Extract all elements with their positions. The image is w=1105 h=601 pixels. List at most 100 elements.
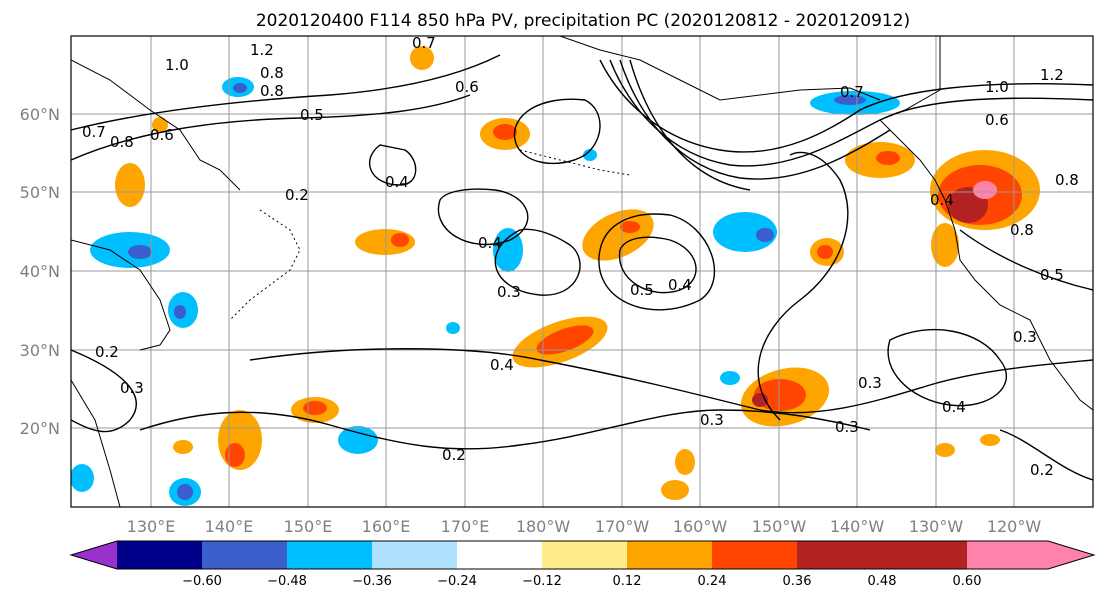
precip-blob-positive <box>391 233 409 247</box>
contour-labels: 1.0 1.2 0.7 0.8 0.5 0.6 0.8 0.7 0.8 0.6 … <box>82 34 1079 479</box>
lon-label: 150°E <box>284 517 333 536</box>
lat-label: 40°N <box>20 262 60 281</box>
contour-label: 0.3 <box>835 418 859 436</box>
colorbar-tick: 0.60 <box>953 574 982 589</box>
precip-blob-positive <box>675 449 695 475</box>
precip-blob-negative <box>713 212 777 252</box>
map-area: 1.0 1.2 0.7 0.8 0.5 0.6 0.8 0.7 0.8 0.6 … <box>71 34 1093 507</box>
contour-label: 0.4 <box>478 234 502 252</box>
precip-blob-positive <box>152 117 168 133</box>
colorbar-segment <box>372 541 457 569</box>
lat-label: 30°N <box>20 341 60 360</box>
colorbar-tick: 0.48 <box>868 574 897 589</box>
precip-blob-negative <box>720 371 740 385</box>
precip-blob-positive <box>973 181 997 199</box>
contour-label: 0.3 <box>120 379 144 397</box>
contour-label: 0.7 <box>412 34 436 52</box>
lon-label: 140°E <box>205 517 254 536</box>
contour-label: 0.7 <box>840 83 864 101</box>
lon-label: 170°E <box>441 517 490 536</box>
contour-label: 0.5 <box>630 281 654 299</box>
precip-blob-positive <box>620 221 640 233</box>
lon-label: 170°W <box>595 517 650 536</box>
contour-label: 0.3 <box>497 283 521 301</box>
contour-label: 0.6 <box>455 78 479 96</box>
contour-label: 0.6 <box>985 111 1009 129</box>
precip-blob-negative <box>446 322 460 334</box>
contour-label: 0.5 <box>300 106 324 124</box>
colorbar-segment <box>882 541 967 569</box>
contour-label: 1.0 <box>165 56 189 74</box>
colorbar-tick: −0.36 <box>352 574 392 589</box>
contour-label: 0.4 <box>385 173 409 191</box>
contour-label: 0.2 <box>1030 461 1054 479</box>
precip-blob-negative <box>174 305 186 319</box>
precip-blob-positive <box>225 443 245 467</box>
colorbar-segment <box>627 541 712 569</box>
colorbar-tick: −0.12 <box>522 574 562 589</box>
contour-label: 0.4 <box>942 398 966 416</box>
colorbar-segment <box>287 541 372 569</box>
longitude-labels: 130°E 140°E 150°E 160°E 170°E 180°W 170°… <box>127 517 1042 536</box>
precip-blob-negative <box>177 484 193 500</box>
lon-label: 160°E <box>362 517 411 536</box>
lon-label: 180°W <box>516 517 571 536</box>
contour-label: 0.2 <box>95 343 119 361</box>
colorbar-extend-right <box>967 541 1094 569</box>
colorbar-segment <box>117 541 202 569</box>
contour-label: 0.3 <box>1013 328 1037 346</box>
contour-label: 0.8 <box>1055 171 1079 189</box>
colorbar-tick: −0.24 <box>437 574 477 589</box>
lat-label: 20°N <box>20 419 60 438</box>
contour-label: 0.8 <box>110 133 134 151</box>
precip-blob-negative <box>128 245 152 259</box>
colorbar-tick: −0.60 <box>182 574 222 589</box>
contour-label: 0.3 <box>700 411 724 429</box>
precip-blob-positive <box>493 124 517 140</box>
lon-label: 120°W <box>987 517 1042 536</box>
lon-label: 160°W <box>673 517 728 536</box>
precip-blob-negative <box>233 83 247 93</box>
contour-label: 0.4 <box>490 356 514 374</box>
contour-label: 1.0 <box>985 78 1009 96</box>
pv-contours <box>71 54 1093 481</box>
precip-blob-positive <box>303 401 327 415</box>
map-frame <box>70 35 1094 508</box>
precip-blob-positive <box>115 163 145 207</box>
colorbar-tick: 0.12 <box>613 574 642 589</box>
precip-blob-negative <box>338 426 378 454</box>
precip-blob-negative <box>583 149 597 161</box>
precip-blob-positive <box>931 223 959 267</box>
lon-label: 140°W <box>830 517 885 536</box>
precip-blob-positive <box>536 325 594 355</box>
contour-label: 1.2 <box>250 41 274 59</box>
colorbar-tick: −0.48 <box>267 574 307 589</box>
colorbar-segment <box>712 541 797 569</box>
colorbar-extend-left <box>71 541 117 569</box>
latitude-labels: 60°N 50°N 40°N 30°N 20°N <box>20 105 60 438</box>
contour-label: 0.4 <box>668 276 692 294</box>
precip-blob-positive <box>410 46 434 70</box>
contour-label: 1.2 <box>1040 66 1064 84</box>
colorbar-segment <box>542 541 627 569</box>
contour-label: 0.8 <box>260 82 284 100</box>
contour-label: 0.5 <box>1040 266 1064 284</box>
contour-label: 0.2 <box>285 186 309 204</box>
figure-title: 2020120400 F114 850 hPa PV, precipitatio… <box>256 11 910 31</box>
contour-label: 0.4 <box>930 191 954 209</box>
lon-label: 130°E <box>127 517 176 536</box>
colorbar-tick-labels: −0.60 −0.48 −0.36 −0.24 −0.12 0.12 0.24 … <box>182 574 981 589</box>
colorbar-segment <box>457 541 542 569</box>
contour-label: 0.6 <box>150 126 174 144</box>
precip-blob-positive <box>173 440 193 454</box>
precip-blob-negative <box>756 228 774 242</box>
lon-label: 130°W <box>909 517 964 536</box>
precip-blob-negative <box>493 228 523 272</box>
lat-label: 50°N <box>20 183 60 202</box>
precip-blob-positive <box>661 480 689 500</box>
precip-blob-positive <box>935 443 955 457</box>
precip-blob-positive <box>817 245 833 259</box>
graticule <box>71 36 1093 507</box>
colorbar-segment <box>202 541 287 569</box>
